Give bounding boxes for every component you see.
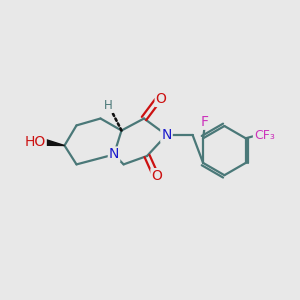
Text: N: N <box>161 128 172 142</box>
Text: F: F <box>201 115 208 129</box>
Text: HO: HO <box>25 135 46 148</box>
Text: O: O <box>156 92 167 106</box>
Text: H: H <box>104 99 113 112</box>
Text: N: N <box>109 148 119 161</box>
Polygon shape <box>40 138 64 146</box>
Text: CF₃: CF₃ <box>254 129 275 142</box>
Text: O: O <box>152 169 162 183</box>
